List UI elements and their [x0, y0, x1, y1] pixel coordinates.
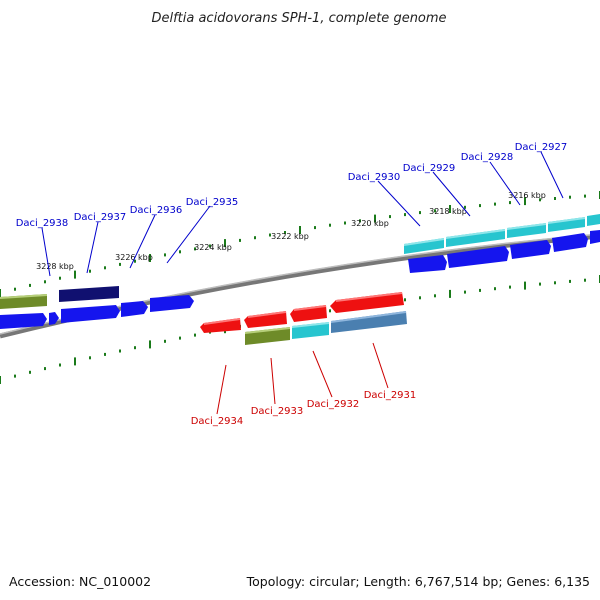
gene-label[interactable]: Daci_2938 — [16, 218, 69, 229]
gene-arrow[interactable] — [447, 246, 509, 268]
gene-arrow[interactable] — [49, 312, 59, 325]
gene-labels-top: Daci_2927 Daci_2928 Daci_2929 Daci_2930 … — [16, 142, 568, 229]
gene-label[interactable]: Daci_2932 — [307, 399, 360, 410]
page-title: Delftia acidovorans SPH-1, complete geno… — [151, 11, 446, 26]
gene-arrow[interactable] — [587, 214, 600, 226]
gene-arrow-highlight — [404, 238, 444, 246]
summary-text: Topology: circular; Length: 6,767,514 bp… — [246, 574, 590, 589]
gene-arrow-highlight — [292, 322, 329, 328]
gene-arrow[interactable] — [121, 301, 148, 317]
gene-arrow-highlight — [0, 294, 47, 299]
kbp-label: 3216 kbp — [508, 191, 546, 200]
kbp-labels: 3216 kbp 3218 kbp 3220 kbp 3222 kbp 3224… — [36, 191, 546, 271]
kbp-label: 3222 kbp — [271, 232, 309, 241]
gene-arrows — [0, 214, 600, 345]
kbp-label: 3228 kbp — [36, 262, 74, 271]
gene-label[interactable]: Daci_2937 — [74, 212, 127, 223]
kbp-label: 3220 kbp — [351, 219, 389, 228]
gene-label[interactable]: Daci_2929 — [403, 163, 456, 174]
gene-arrow[interactable] — [59, 286, 119, 302]
gene-arrow[interactable] — [552, 233, 588, 252]
gene-arrow[interactable] — [200, 318, 241, 333]
gene-arrow[interactable] — [404, 238, 444, 254]
gene-arrow[interactable] — [590, 230, 600, 244]
gene-arrow[interactable] — [331, 311, 407, 333]
gene-arrow[interactable] — [150, 295, 194, 312]
gene-arrow[interactable] — [446, 229, 505, 247]
kbp-label: 3226 kbp — [115, 253, 153, 262]
gene-label[interactable]: Daci_2931 — [364, 390, 417, 401]
gene-label[interactable]: Daci_2927 — [515, 142, 568, 153]
gene-label[interactable]: Daci_2930 — [348, 172, 401, 183]
gene-label[interactable]: Daci_2928 — [461, 152, 514, 163]
gene-label[interactable]: Daci_2935 — [186, 197, 239, 208]
kbp-label: 3224 kbp — [194, 243, 232, 252]
gene-arrow-highlight — [507, 223, 546, 230]
gene-arrow[interactable] — [61, 305, 120, 323]
gene-arrow-highlight — [294, 305, 326, 311]
leader-lines — [41, 151, 564, 415]
gene-arrow[interactable] — [408, 255, 447, 273]
gene-label[interactable]: Daci_2933 — [251, 406, 304, 417]
gene-arrow-highlight — [446, 229, 505, 239]
gene-arrow-highlight — [336, 292, 402, 302]
gene-labels-bottom: Daci_2931 Daci_2932 Daci_2933 Daci_2934 — [191, 390, 417, 427]
tick-track-top — [0, 191, 600, 297]
kbp-label: 3218 kbp — [429, 207, 467, 216]
gene-label[interactable]: Daci_2936 — [130, 205, 183, 216]
gene-arrow-highlight — [204, 318, 240, 325]
gene-arrow[interactable] — [0, 313, 47, 329]
gene-arrow[interactable] — [330, 292, 404, 313]
gene-arrow-highlight — [548, 217, 585, 224]
gene-label[interactable]: Daci_2934 — [191, 416, 244, 427]
gene-arrow-highlight — [248, 311, 286, 318]
accession-text: Accession: NC_010002 — [9, 574, 151, 589]
gene-arrow-highlight — [245, 327, 290, 334]
gene-arrow[interactable] — [510, 240, 551, 259]
gene-arrow-highlight — [331, 311, 406, 323]
